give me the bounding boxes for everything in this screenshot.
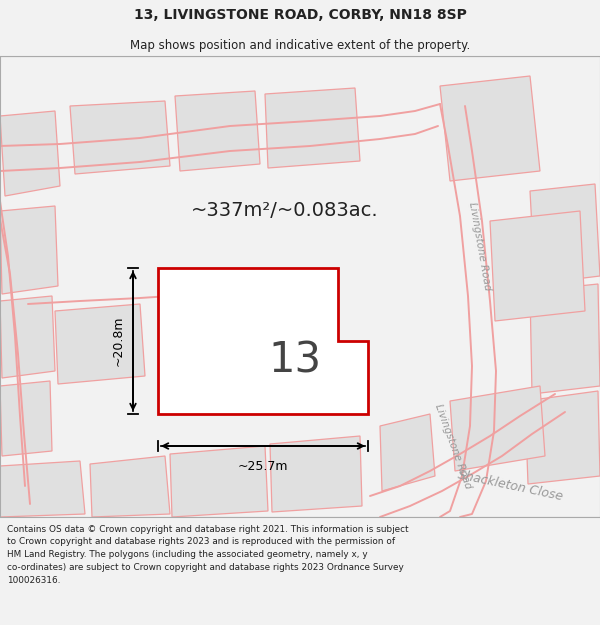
Polygon shape xyxy=(55,304,145,384)
Text: Livingstone Road: Livingstone Road xyxy=(467,201,493,291)
Polygon shape xyxy=(380,414,435,491)
Polygon shape xyxy=(170,446,268,517)
Polygon shape xyxy=(525,391,600,484)
Polygon shape xyxy=(270,436,362,512)
Text: 13, LIVINGSTONE ROAD, CORBY, NN18 8SP: 13, LIVINGSTONE ROAD, CORBY, NN18 8SP xyxy=(134,8,466,22)
Polygon shape xyxy=(530,184,600,284)
Polygon shape xyxy=(530,284,600,394)
Polygon shape xyxy=(0,111,60,196)
Text: Shackleton Close: Shackleton Close xyxy=(456,469,564,504)
Polygon shape xyxy=(265,88,360,168)
Polygon shape xyxy=(450,386,545,471)
Polygon shape xyxy=(490,211,585,321)
Text: ~337m²/~0.083ac.: ~337m²/~0.083ac. xyxy=(191,201,379,221)
Polygon shape xyxy=(90,456,170,517)
Polygon shape xyxy=(0,381,52,456)
Text: ~20.8m: ~20.8m xyxy=(112,316,125,366)
Polygon shape xyxy=(175,284,248,398)
Text: Contains OS data © Crown copyright and database right 2021. This information is : Contains OS data © Crown copyright and d… xyxy=(7,524,409,585)
Text: Map shows position and indicative extent of the property.: Map shows position and indicative extent… xyxy=(130,39,470,52)
Polygon shape xyxy=(70,101,170,174)
Polygon shape xyxy=(0,296,55,378)
Text: Livingstone Road: Livingstone Road xyxy=(433,402,473,490)
Text: 13: 13 xyxy=(268,340,322,382)
Text: ~25.7m: ~25.7m xyxy=(238,460,288,473)
Polygon shape xyxy=(175,91,260,171)
Polygon shape xyxy=(440,76,540,181)
Polygon shape xyxy=(0,206,58,294)
Polygon shape xyxy=(158,268,368,414)
Polygon shape xyxy=(0,461,85,517)
